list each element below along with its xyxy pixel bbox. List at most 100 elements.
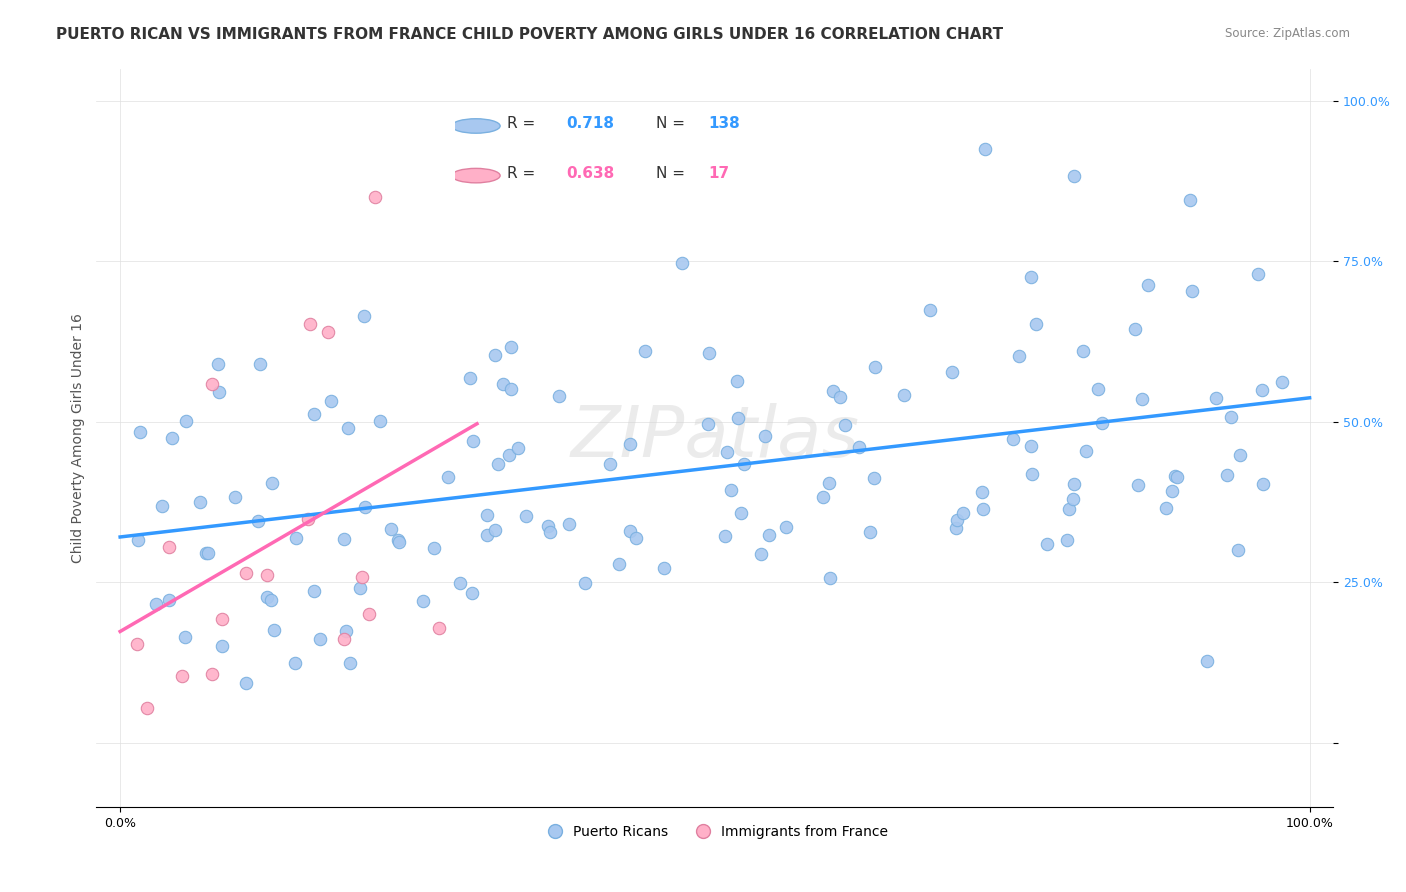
Point xyxy=(388,535,411,549)
Point xyxy=(353,309,375,323)
Point xyxy=(1036,537,1059,551)
Point xyxy=(1019,269,1042,284)
Point xyxy=(501,340,523,354)
Point xyxy=(515,508,537,523)
Point xyxy=(1136,278,1159,293)
Text: Source: ZipAtlas.com: Source: ZipAtlas.com xyxy=(1225,27,1350,40)
Point xyxy=(302,407,325,421)
Legend: Puerto Ricans, Immigrants from France: Puerto Ricans, Immigrants from France xyxy=(536,820,894,845)
Point xyxy=(1181,285,1204,299)
Point xyxy=(634,343,657,358)
Point xyxy=(1154,501,1177,516)
Point xyxy=(727,411,749,425)
Point xyxy=(339,657,361,671)
Point xyxy=(1056,533,1078,548)
Point xyxy=(211,639,233,653)
Point xyxy=(145,597,167,611)
Point xyxy=(1019,439,1042,453)
Point xyxy=(284,657,307,671)
Point xyxy=(972,502,994,516)
Point xyxy=(1126,477,1149,491)
Point xyxy=(859,525,882,540)
Point xyxy=(318,325,340,339)
Point xyxy=(208,385,231,400)
Point xyxy=(1195,654,1218,668)
Point xyxy=(1071,344,1094,359)
Point xyxy=(172,669,194,683)
Point xyxy=(135,701,157,715)
Point xyxy=(1220,409,1243,424)
Point xyxy=(1125,321,1147,335)
Point xyxy=(1205,391,1227,405)
Point xyxy=(714,529,737,543)
Point xyxy=(557,517,579,532)
Point xyxy=(160,431,183,445)
Point xyxy=(127,533,149,548)
Point xyxy=(1166,470,1188,484)
Point xyxy=(427,621,450,635)
Point xyxy=(1087,382,1109,396)
Point xyxy=(353,500,375,515)
Point xyxy=(224,490,246,504)
Point xyxy=(945,521,967,535)
Point xyxy=(848,441,870,455)
Point xyxy=(422,541,444,555)
Point xyxy=(720,483,742,498)
Point xyxy=(173,630,195,644)
Point xyxy=(946,513,969,527)
Point xyxy=(624,531,647,545)
Point xyxy=(460,586,482,600)
Point xyxy=(893,388,915,402)
Point xyxy=(129,425,152,440)
Point xyxy=(1251,383,1274,397)
Point xyxy=(1229,448,1251,462)
Point xyxy=(1063,169,1085,183)
Point xyxy=(730,506,752,520)
Point xyxy=(1025,317,1047,331)
Point xyxy=(918,303,941,318)
Point xyxy=(811,490,834,504)
Point xyxy=(970,485,993,500)
Point xyxy=(488,457,510,471)
Point xyxy=(652,561,675,575)
Text: PUERTO RICAN VS IMMIGRANTS FROM FRANCE CHILD POVERTY AMONG GIRLS UNDER 16 CORREL: PUERTO RICAN VS IMMIGRANTS FROM FRANCE C… xyxy=(56,27,1004,42)
Point xyxy=(336,421,359,435)
Point xyxy=(716,445,738,459)
Point xyxy=(818,571,841,585)
Point xyxy=(548,389,571,403)
Point xyxy=(484,348,506,362)
Point xyxy=(256,590,278,604)
Point xyxy=(758,528,780,542)
Point xyxy=(1001,432,1024,446)
Point xyxy=(235,566,257,580)
Point xyxy=(246,514,269,528)
Point xyxy=(200,666,222,681)
Point xyxy=(1021,467,1043,482)
Point xyxy=(188,495,211,509)
Point xyxy=(235,676,257,690)
Point xyxy=(319,394,342,409)
Point xyxy=(733,457,755,471)
Point xyxy=(830,390,852,404)
Point xyxy=(697,346,720,360)
Point xyxy=(952,506,974,520)
Point xyxy=(607,558,630,572)
Point xyxy=(754,429,776,443)
Point xyxy=(309,632,332,647)
Point xyxy=(449,576,471,591)
Point xyxy=(941,365,963,379)
Point xyxy=(863,471,886,485)
Point xyxy=(150,500,173,514)
Point xyxy=(195,546,218,560)
Point xyxy=(619,436,641,450)
Point xyxy=(285,531,308,545)
Point xyxy=(1271,376,1294,390)
Point xyxy=(974,142,997,156)
Point xyxy=(412,593,434,607)
Point xyxy=(1008,349,1031,363)
Point xyxy=(671,256,693,270)
Point xyxy=(749,547,772,561)
Point xyxy=(834,417,856,432)
Point xyxy=(506,441,529,455)
Point xyxy=(335,624,357,638)
